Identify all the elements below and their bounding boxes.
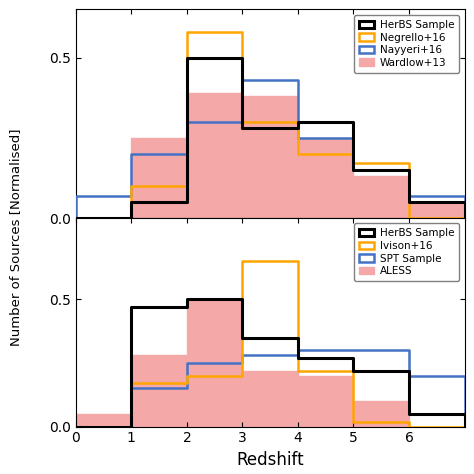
Legend: HerBS Sample, Ivison+16, SPT Sample, ALESS: HerBS Sample, Ivison+16, SPT Sample, ALE… [354,223,459,282]
Text: Number of Sources [Normalised]: Number of Sources [Normalised] [9,128,22,346]
Polygon shape [76,93,465,218]
Polygon shape [76,300,465,427]
Legend: HerBS Sample, Negrello+16, Nayyeri+16, Wardlow+13: HerBS Sample, Negrello+16, Nayyeri+16, W… [354,15,459,73]
X-axis label: Redshift: Redshift [237,451,304,469]
